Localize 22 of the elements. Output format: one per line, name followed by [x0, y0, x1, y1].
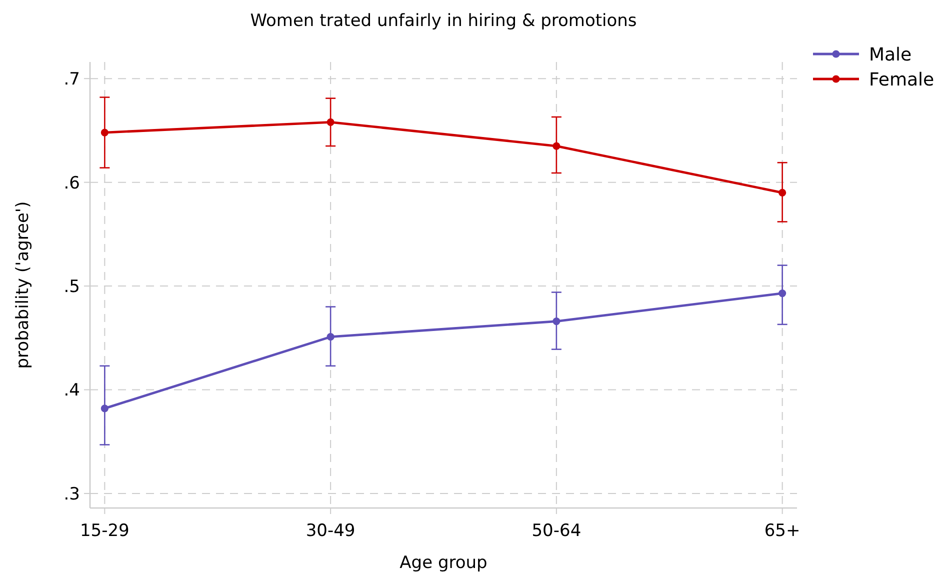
y-tick-label: .5	[64, 276, 80, 297]
point	[100, 128, 108, 136]
y-tick-label: .6	[64, 173, 80, 194]
y-tick-label: .7	[64, 70, 80, 90]
x-tick-label: 30-49	[306, 521, 356, 541]
point	[326, 333, 334, 341]
point	[100, 404, 108, 412]
chart-title: Women trated unfairly in hiring & promotions	[250, 11, 637, 31]
legend-label: Female	[869, 69, 934, 90]
point	[778, 188, 786, 196]
x-axis-title: Age group	[400, 553, 488, 573]
point	[552, 318, 560, 326]
point	[326, 118, 334, 126]
y-tick-label: .4	[64, 380, 80, 401]
x-tick-label: 65+	[764, 521, 800, 541]
point	[552, 142, 560, 150]
x-tick-label: 15-29	[80, 521, 130, 541]
x-tick-label: 50-64	[532, 521, 582, 541]
y-tick-label: .3	[64, 484, 80, 504]
point	[778, 290, 786, 298]
y-axis-title: probability ('agree')	[13, 201, 33, 369]
legend-label: Male	[869, 44, 912, 66]
